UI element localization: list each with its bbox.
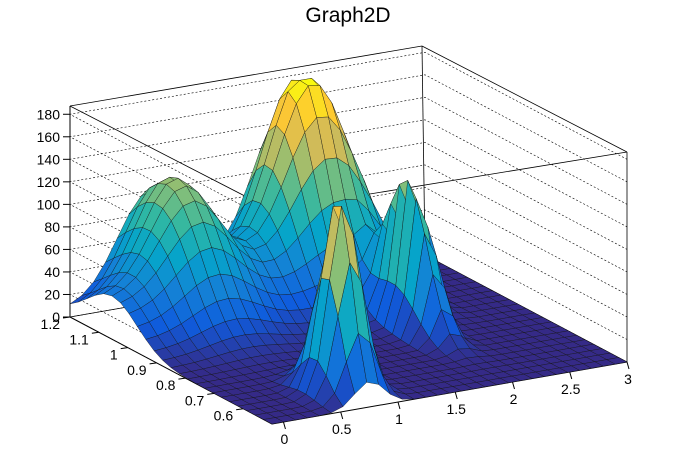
z-tick-label: 180 <box>37 106 61 122</box>
y-tick-label: 1 <box>110 347 118 363</box>
y-tick <box>149 362 157 365</box>
x-tick <box>569 371 573 380</box>
x-tick-label: 1 <box>395 411 403 427</box>
x-tick <box>454 391 458 400</box>
z-tick-label: 100 <box>37 196 61 212</box>
z-tick-label: 160 <box>37 129 61 145</box>
x-tick <box>282 421 286 430</box>
y-tick <box>120 347 128 350</box>
x-tick-label: 0 <box>281 431 289 447</box>
z-grid-line <box>69 74 628 245</box>
z-grid-line <box>69 119 628 290</box>
y-tick-label: 0.9 <box>127 362 147 378</box>
label-layer: 00.511.522.530.60.70.80.911.11.202040608… <box>37 106 632 447</box>
z-grid-line <box>69 51 628 222</box>
box-edge <box>69 105 273 211</box>
z-tick-label: 140 <box>37 151 61 167</box>
y-tick-label: 0.8 <box>156 377 176 393</box>
z-tick-label: 40 <box>44 264 60 280</box>
y-tick <box>91 331 99 334</box>
y-tick <box>178 377 186 380</box>
y-tick-label: 0.7 <box>185 392 205 408</box>
x-tick <box>397 401 401 410</box>
y-tick-label: 1.1 <box>69 331 89 347</box>
y-tick-label: 0.6 <box>214 408 234 424</box>
x-tick-label: 0.5 <box>332 421 352 437</box>
x-tick <box>512 381 515 390</box>
z-tick-label: 0 <box>52 309 60 325</box>
z-grid-line <box>69 142 628 312</box>
chart-title: Graph2D <box>305 4 391 27</box>
box-edge <box>421 45 628 153</box>
y-tick <box>236 408 244 411</box>
x-tick-label: 1.5 <box>446 401 466 417</box>
y-tick-label: 1.2 <box>41 316 61 332</box>
surface-layer <box>69 78 628 425</box>
x-tick <box>626 361 630 370</box>
x-tick-label: 2.5 <box>561 381 581 397</box>
z-tick-label: 80 <box>44 219 60 235</box>
z-tick-label: 20 <box>44 286 60 302</box>
surface-cell <box>606 357 628 365</box>
x-tick-label: 2 <box>510 391 518 407</box>
z-tick-label: 120 <box>37 174 61 190</box>
x-tick-label: 3 <box>624 371 632 387</box>
z-tick-label: 60 <box>44 241 60 257</box>
y-tick <box>207 392 215 395</box>
z-grid-line <box>69 96 628 267</box>
x-tick <box>340 411 344 420</box>
box-edge <box>69 45 423 107</box>
